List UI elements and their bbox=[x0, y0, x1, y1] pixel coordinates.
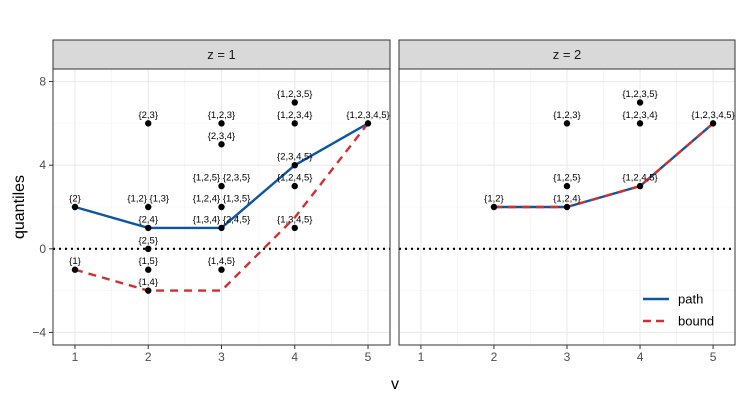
facet-panel: z = 1 {2} {1} {2,3} {1,2} {1,3} {2,4} {2,5} {1,… bbox=[32, 39, 391, 364]
y-tick-label: 8 bbox=[39, 75, 46, 89]
point-label: {1,3,4} {2,4,5} bbox=[193, 214, 251, 225]
point-label: {1,2,4,5} bbox=[622, 173, 657, 184]
legend-label-path: path bbox=[678, 292, 703, 307]
x-tick-label: 5 bbox=[710, 350, 717, 364]
x-tick-label: 5 bbox=[365, 350, 372, 364]
point-label: {1,2} {1,3} bbox=[127, 194, 169, 205]
point-label: {1,2,3,4} bbox=[277, 110, 312, 121]
point-label: {1,2,3,4,5} bbox=[691, 110, 734, 121]
data-point bbox=[71, 266, 79, 273]
data-point bbox=[218, 182, 225, 190]
point-label: {1,5} bbox=[138, 256, 158, 267]
facet-strip-label: z = 1 bbox=[207, 47, 236, 62]
panels-layer: z = 1 {2} {1} {2,3} {1,2} {1,3} {2,4} {2,5} {1,… bbox=[32, 39, 736, 364]
point-label: {1,2,3,5} bbox=[277, 89, 312, 100]
point-label: {1,2,3,5} bbox=[622, 89, 657, 100]
point-label: {1,2,4} {1,3,5} bbox=[193, 194, 251, 205]
point-label: {1,2,3} bbox=[208, 110, 235, 121]
x-axis-title: v bbox=[391, 376, 399, 393]
series-line-bound bbox=[494, 122, 714, 209]
data-point bbox=[145, 224, 152, 232]
data-point bbox=[218, 224, 225, 232]
data-point bbox=[563, 203, 571, 211]
data-point bbox=[563, 182, 571, 190]
point-label: {1,2,5} bbox=[553, 173, 580, 184]
data-point bbox=[490, 203, 498, 211]
data-point bbox=[291, 120, 298, 127]
data-point bbox=[145, 287, 152, 294]
x-tick-label: 3 bbox=[564, 350, 571, 364]
data-point bbox=[145, 120, 152, 127]
data-point bbox=[636, 99, 644, 106]
point-label: {2,5} bbox=[138, 235, 158, 246]
x-tick-label: 1 bbox=[418, 350, 425, 364]
x-tick-label: 3 bbox=[218, 350, 225, 364]
point-label: {1,3,4,5} bbox=[277, 214, 312, 225]
legend-label-bound: bound bbox=[678, 314, 714, 329]
legend: path bound bbox=[643, 292, 714, 329]
data-point bbox=[291, 224, 298, 232]
x-tick-label: 2 bbox=[145, 350, 152, 364]
x-tick-label: 4 bbox=[291, 350, 298, 364]
data-point bbox=[291, 161, 298, 169]
y-tick-label: 0 bbox=[39, 242, 46, 256]
y-tick-label: 4 bbox=[39, 158, 46, 172]
point-label: {2,3,4,5} bbox=[277, 152, 312, 163]
point-label: {1,4} bbox=[138, 277, 158, 288]
data-point bbox=[218, 120, 225, 127]
facet-strip bbox=[52, 39, 391, 70]
data-point bbox=[145, 266, 152, 273]
y-axis-title: quantiles bbox=[11, 175, 28, 239]
point-label: {1,2,3,4} bbox=[622, 110, 657, 121]
facet-strip bbox=[398, 39, 736, 70]
data-point bbox=[709, 120, 717, 127]
point-label: {2,4} bbox=[138, 214, 158, 225]
point-label: {1} bbox=[69, 256, 81, 267]
data-point bbox=[145, 203, 152, 211]
data-point bbox=[563, 120, 571, 127]
point-label: {1,2,5} {2,3,5} bbox=[193, 173, 251, 184]
x-tick-label: 2 bbox=[491, 350, 498, 364]
data-point bbox=[218, 141, 225, 148]
point-label: {1,2,3,4,5} bbox=[346, 110, 389, 121]
data-point bbox=[291, 182, 298, 190]
data-point bbox=[71, 203, 79, 211]
data-point bbox=[218, 203, 225, 211]
point-label: {1,2,4,5} bbox=[277, 173, 312, 184]
x-tick-label: 4 bbox=[637, 350, 644, 364]
data-point bbox=[636, 182, 644, 190]
point-label: {1,2} bbox=[484, 194, 504, 205]
point-label: {1,2,4} bbox=[553, 194, 580, 205]
data-point bbox=[291, 99, 298, 106]
point-label: {1,2,3} bbox=[553, 110, 580, 121]
y-tick-label: −4 bbox=[32, 325, 46, 339]
point-label: {2,3,4} bbox=[208, 131, 235, 142]
data-point bbox=[636, 120, 644, 127]
data-point bbox=[364, 120, 372, 127]
data-point bbox=[145, 245, 152, 253]
point-label: {2,3} bbox=[138, 110, 158, 121]
point-label: {1,4,5} bbox=[208, 256, 235, 267]
facet-strip-label: z = 2 bbox=[553, 47, 582, 62]
point-label: {2} bbox=[69, 194, 81, 205]
facet-panel: z = 2 {1,2} {1,2,3} {1,2,5} {1,2,4} {1,2,3,5}… bbox=[398, 39, 736, 364]
data-point bbox=[218, 266, 225, 273]
x-tick-label: 1 bbox=[72, 350, 79, 364]
